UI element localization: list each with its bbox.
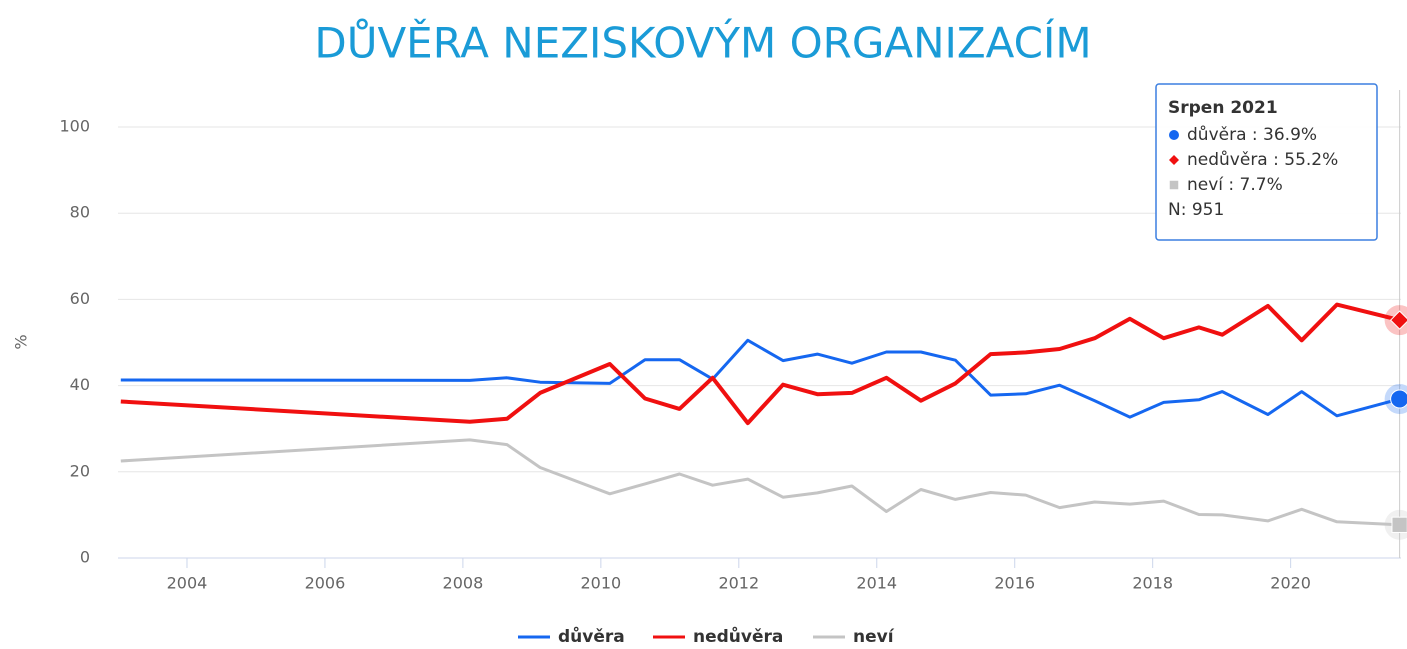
y-tick-label: 40 xyxy=(70,375,90,394)
legend-label: důvěra xyxy=(558,625,625,647)
x-tick-label: 2020 xyxy=(1270,574,1311,593)
marker xyxy=(1169,130,1179,140)
y-tick-label: 60 xyxy=(70,289,90,308)
legend-label: nedůvěra xyxy=(693,625,783,647)
marker xyxy=(1169,180,1179,190)
x-tick-label: 2014 xyxy=(856,574,897,593)
x-tick-label: 2004 xyxy=(167,574,208,593)
y-tick-label: 20 xyxy=(70,461,90,480)
tooltip-line: důvěra : 36.9% xyxy=(1187,125,1317,145)
series-line xyxy=(120,438,1400,527)
tooltip-line: nedůvěra : 55.2% xyxy=(1187,150,1338,170)
x-tick-label: 2018 xyxy=(1132,574,1173,593)
tooltip-line: neví : 7.7% xyxy=(1187,175,1283,195)
marker xyxy=(1389,310,1407,330)
marker xyxy=(1169,155,1179,165)
chart-title: DŮVĚRA NEZISKOVÝM ORGANIZACÍM xyxy=(314,18,1091,68)
marker xyxy=(1391,516,1407,533)
x-tick-label: 2016 xyxy=(994,574,1035,593)
series-line xyxy=(120,302,1401,426)
x-tick-label: 2008 xyxy=(443,574,484,593)
x-tick-label: 2006 xyxy=(305,574,346,593)
x-tick-label: 2010 xyxy=(580,574,621,593)
series-line xyxy=(120,338,1400,419)
y-tick-label: 0 xyxy=(80,548,90,567)
legend-label: neví xyxy=(853,627,895,647)
x-tick-label: 2012 xyxy=(718,574,759,593)
tooltip: Srpen 2021 důvěra : 36.9% nedůvěra : 55.2%… xyxy=(1155,83,1378,241)
y-tick-label: 100 xyxy=(59,117,90,136)
tooltip-box xyxy=(1155,83,1378,241)
y-axis-label: % xyxy=(12,334,31,349)
tooltip-note: N: 951 xyxy=(1168,200,1224,220)
tooltip-title: Srpen 2021 xyxy=(1168,98,1278,118)
marker xyxy=(1390,389,1407,409)
y-tick-label: 80 xyxy=(70,203,90,222)
